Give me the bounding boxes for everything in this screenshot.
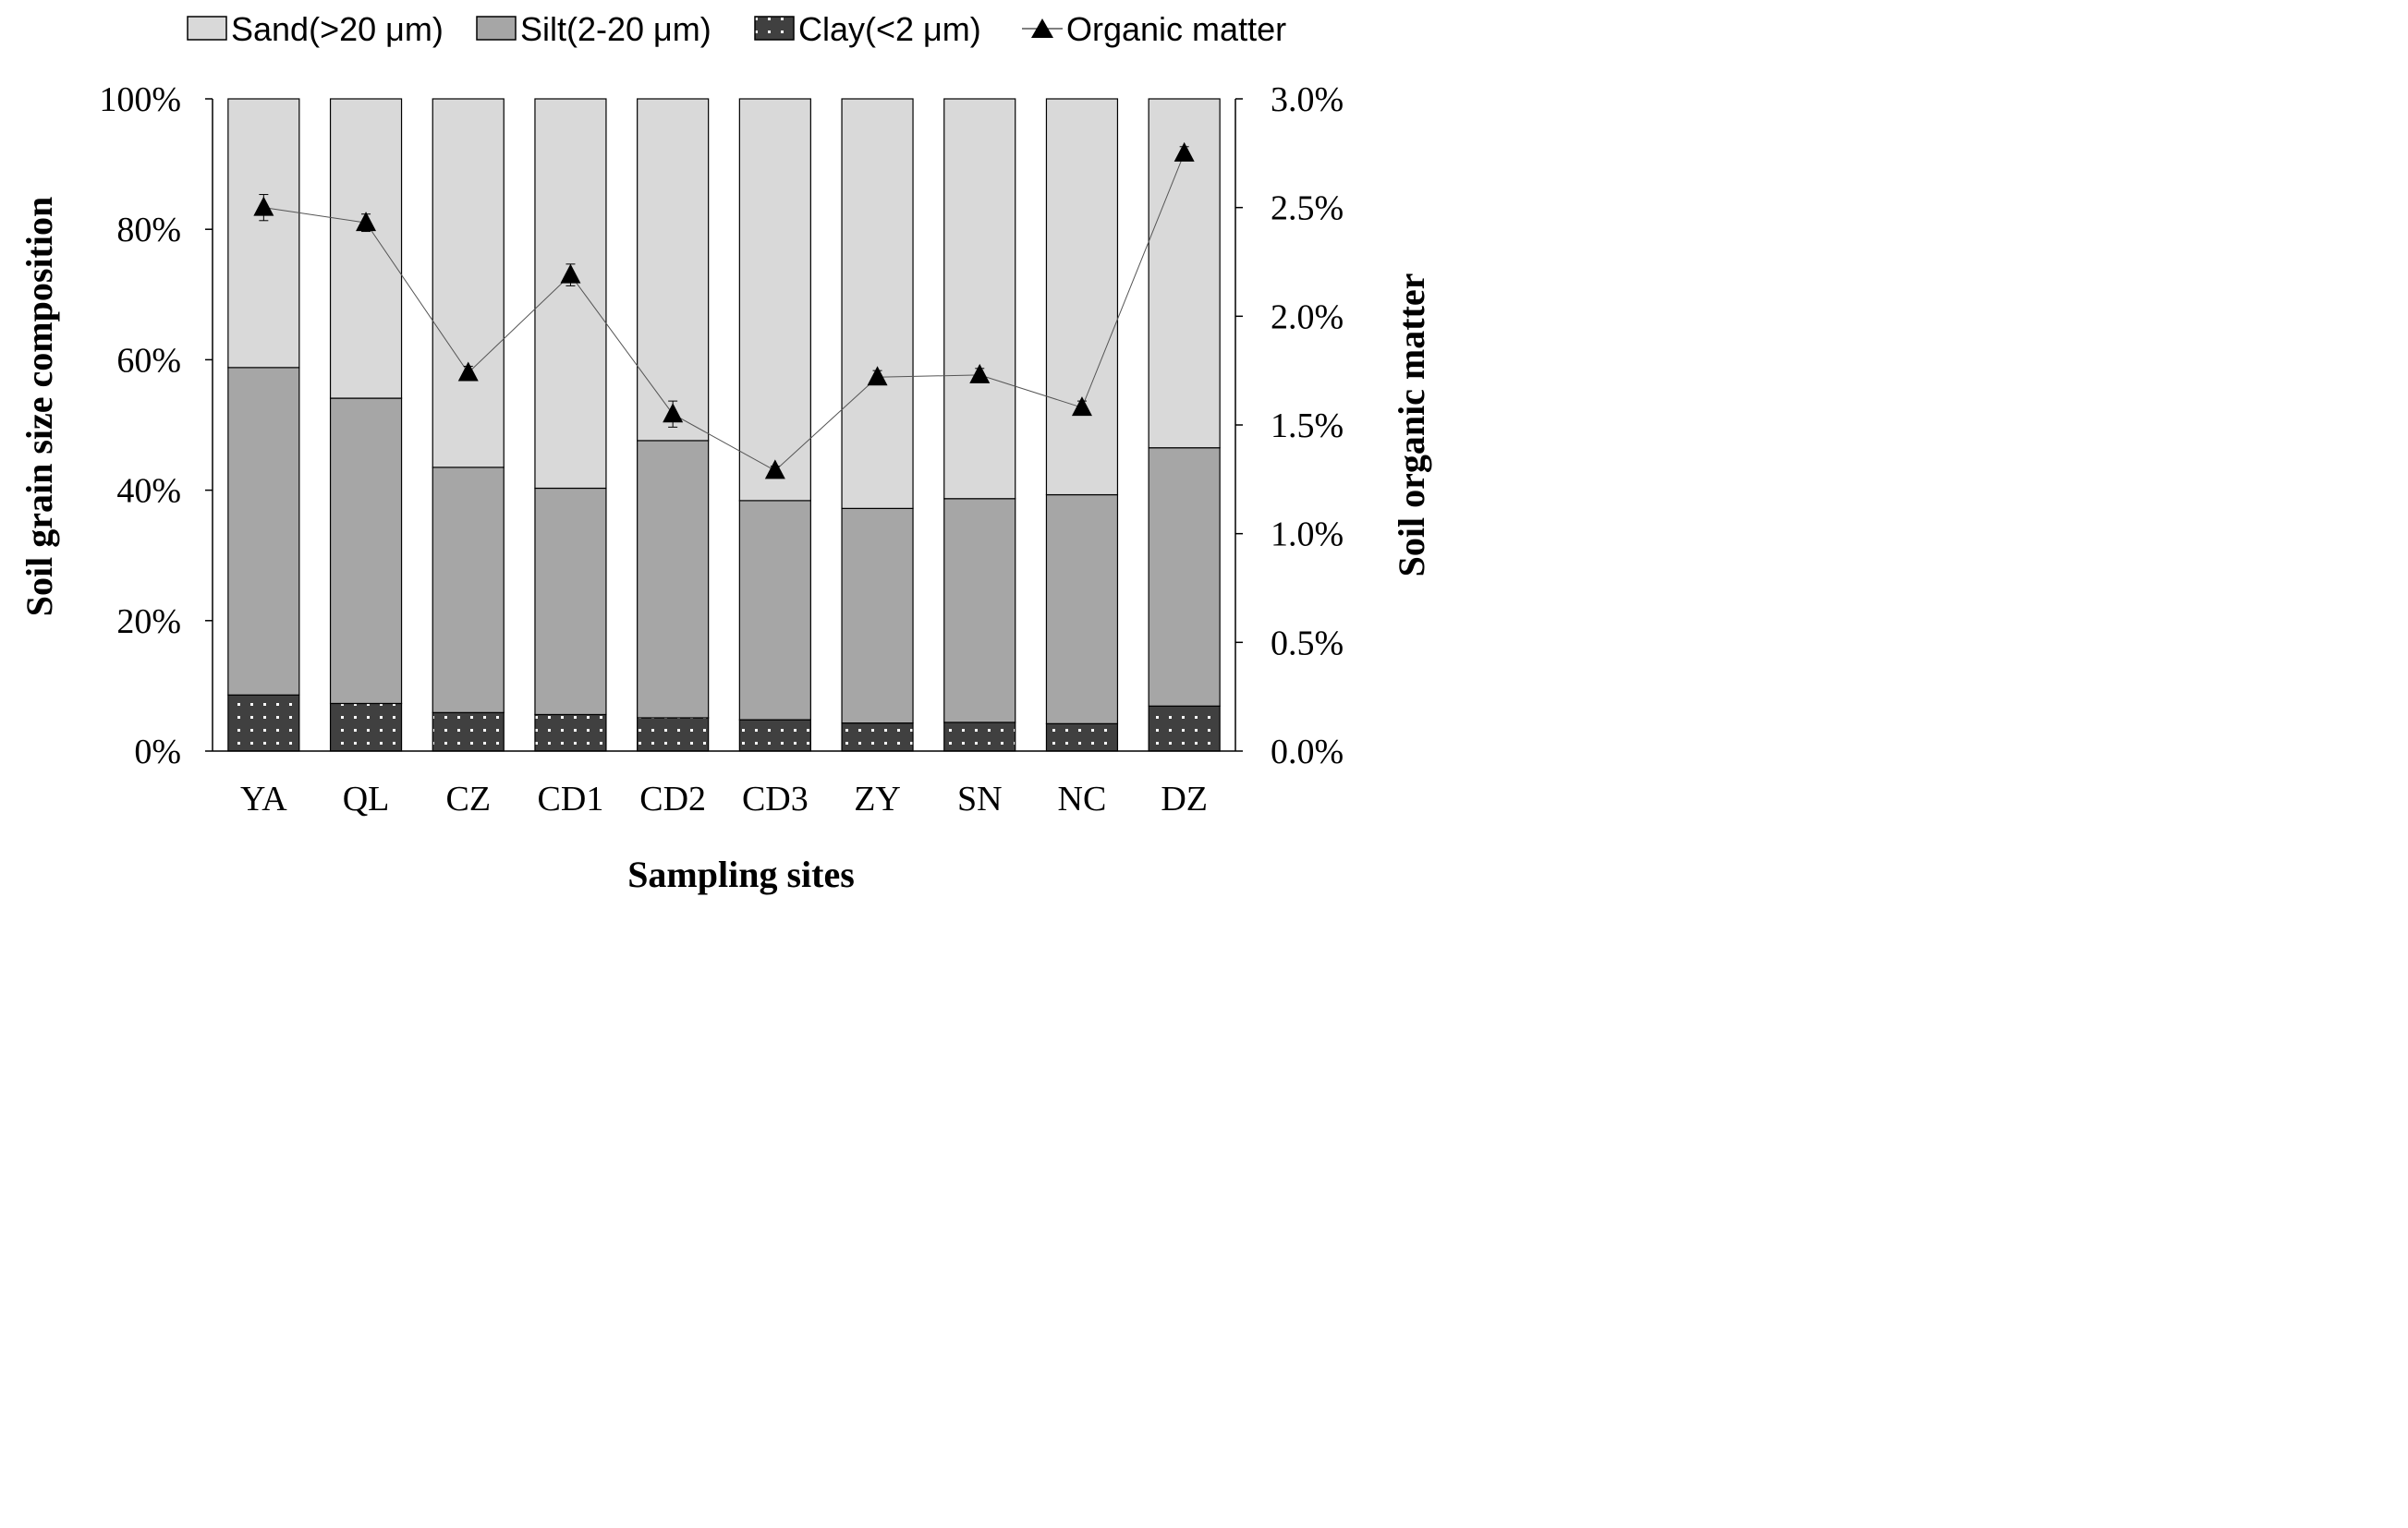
y2-tick-label: 0.5%	[1271, 624, 1344, 662]
organic-matter-point-ql	[356, 212, 377, 232]
x-tick-label: SN	[957, 780, 1003, 819]
x-tick-label: NC	[1058, 780, 1107, 819]
organic-matter-point-zy	[867, 366, 888, 386]
organic-matter-point-cd3	[764, 459, 785, 479]
bar-silt-cz	[432, 467, 505, 713]
organic-matter-point-sn	[969, 363, 991, 383]
y-tick-label: 80%	[116, 211, 181, 249]
bar-clay-ql	[329, 702, 403, 752]
bar-silt-zy	[841, 507, 914, 724]
legend: Sand(>20 μm) Silt(2-20 μm) Clay(<2 μm) O…	[187, 10, 1286, 48]
bar-sand-ql	[329, 98, 403, 399]
bar-silt-dz	[1148, 447, 1221, 707]
bar-clay-cd1	[534, 713, 607, 752]
organic-matter-point-dz	[1174, 141, 1195, 162]
bar-sand-nc	[1045, 98, 1119, 496]
legend-marker-organic-matter	[1031, 18, 1053, 38]
y-tick-label: 100%	[99, 80, 181, 119]
organic-matter-layer	[253, 141, 1195, 479]
bar-clay-cd2	[637, 717, 710, 752]
organic-matter-point-ya	[253, 196, 274, 216]
x-tick-label: DZ	[1161, 780, 1208, 819]
x-tick-label: CZ	[445, 780, 491, 819]
y2-tick-label: 2.0%	[1271, 297, 1344, 336]
y2-tick-label: 1.5%	[1271, 406, 1344, 445]
legend-item-silt: Silt(2-20 μm)	[476, 10, 711, 48]
y2-tick-label: 3.0%	[1271, 80, 1344, 119]
grain-size-chart: Sand(>20 μm) Silt(2-20 μm) Clay(<2 μm) O…	[18, 10, 1432, 895]
bar-silt-ya	[227, 367, 300, 696]
axes-layer: YA QL CZ CD1 CD2 CD3 ZY SN NC DZ 0% 20% 40% 60% 80% 100…	[99, 80, 1344, 819]
y-axis-title: Soil grain size composition	[18, 197, 60, 616]
y2-tick-label: 1.0%	[1271, 515, 1344, 554]
legend-item-organic-matter: Organic matter	[1022, 10, 1286, 48]
x-tick-label: CD1	[538, 780, 604, 819]
organic-matter-point-cz	[457, 361, 479, 382]
bar-silt-cd1	[534, 487, 607, 716]
y2-tick-label: 0.0%	[1271, 733, 1344, 771]
bar-sand-sn	[943, 98, 1016, 500]
bar-sand-ya	[227, 98, 300, 369]
bar-silt-nc	[1045, 493, 1119, 724]
legend-label-clay: Clay(<2 μm)	[798, 10, 981, 48]
bar-clay-zy	[841, 722, 914, 752]
x-tick-label: ZY	[854, 780, 901, 819]
bar-sand-cd3	[738, 98, 811, 502]
bars-layer	[227, 98, 1221, 752]
y-tick-label: 0%	[134, 733, 181, 771]
bar-silt-ql	[329, 397, 403, 705]
x-tick-label: YA	[240, 780, 287, 819]
x-tick-label: CD2	[639, 780, 706, 819]
bar-clay-dz	[1148, 705, 1221, 752]
bar-clay-sn	[943, 722, 1016, 752]
organic-matter-point-nc	[1071, 396, 1092, 417]
organic-matter-line	[263, 152, 1186, 472]
bar-silt-cd3	[738, 500, 811, 721]
y2-axis-title: Soil organic matter	[1391, 273, 1432, 577]
organic-matter-point-cd2	[663, 403, 684, 423]
legend-swatch-sand	[187, 16, 227, 41]
bar-clay-cz	[432, 711, 505, 752]
y-tick-label: 60%	[116, 341, 181, 380]
bar-clay-cd3	[738, 719, 811, 752]
legend-swatch-clay	[754, 16, 795, 41]
bar-sand-zy	[841, 98, 914, 509]
bar-sand-cz	[432, 98, 505, 468]
bar-sand-cd2	[637, 98, 710, 442]
legend-item-clay: Clay(<2 μm)	[754, 10, 981, 48]
x-tick-label: QL	[343, 780, 390, 819]
x-tick-label: CD3	[742, 780, 809, 819]
bar-silt-sn	[943, 498, 1016, 723]
legend-label-silt: Silt(2-20 μm)	[520, 10, 711, 48]
y-tick-label: 20%	[116, 602, 181, 641]
legend-item-sand: Sand(>20 μm)	[187, 10, 444, 48]
bar-clay-ya	[227, 694, 300, 752]
x-axis-title: Sampling sites	[627, 854, 855, 895]
bar-sand-cd1	[534, 98, 607, 490]
y2-tick-label: 2.5%	[1271, 189, 1344, 228]
legend-label-organic-matter: Organic matter	[1066, 10, 1286, 48]
bar-silt-cd2	[637, 440, 710, 719]
legend-swatch-silt	[476, 16, 517, 41]
legend-label-sand: Sand(>20 μm)	[231, 10, 444, 48]
bar-clay-nc	[1045, 722, 1119, 752]
organic-matter-point-cd1	[560, 263, 581, 284]
y-tick-label: 40%	[116, 472, 181, 511]
